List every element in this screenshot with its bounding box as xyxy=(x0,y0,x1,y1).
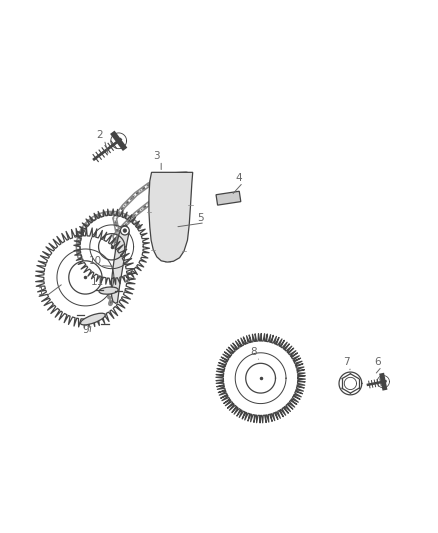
Text: 1: 1 xyxy=(38,287,45,297)
Text: 3: 3 xyxy=(153,151,160,161)
Text: 8: 8 xyxy=(251,347,258,357)
Text: 11: 11 xyxy=(91,277,104,287)
Text: 4: 4 xyxy=(235,173,242,183)
Polygon shape xyxy=(149,172,193,262)
Circle shape xyxy=(120,226,129,235)
Circle shape xyxy=(123,229,127,232)
Polygon shape xyxy=(216,191,241,205)
Text: 10: 10 xyxy=(89,256,102,266)
Ellipse shape xyxy=(99,287,118,294)
Text: 5: 5 xyxy=(197,213,204,223)
Ellipse shape xyxy=(81,313,105,325)
Text: 9: 9 xyxy=(82,325,89,335)
Polygon shape xyxy=(111,225,129,303)
Text: 2: 2 xyxy=(96,130,103,140)
Text: 7: 7 xyxy=(343,357,350,367)
Text: 6: 6 xyxy=(374,357,381,367)
